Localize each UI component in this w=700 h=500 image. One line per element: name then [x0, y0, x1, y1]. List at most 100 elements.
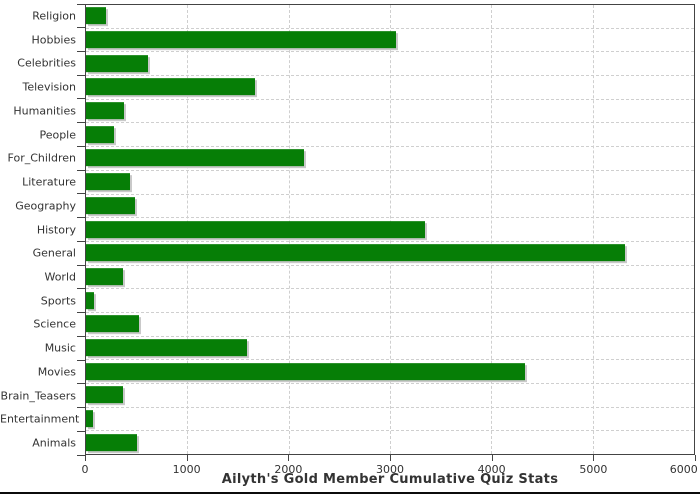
y-axis-tick	[77, 407, 85, 409]
x-axis-tick	[695, 455, 696, 461]
y-axis-label: Humanities	[13, 104, 76, 118]
y-axis-label: Sports	[40, 294, 76, 308]
x-axis-tick-label: 6000	[669, 463, 698, 476]
y-axis-tick	[77, 122, 85, 124]
y-axis-label: Music	[44, 341, 76, 355]
bar-world	[86, 268, 123, 286]
chart-row	[86, 171, 694, 195]
chart-row	[86, 195, 694, 219]
bar-general	[86, 244, 625, 262]
y-axis-labels: Religion Hobbies Celebrities Television Huma…	[0, 4, 80, 455]
bar-brain_teasers	[86, 386, 123, 404]
x-axis-tick-label: 5000	[579, 463, 608, 476]
bar-humanities	[86, 102, 124, 120]
x-axis-tick	[491, 455, 493, 461]
chart-row	[86, 360, 694, 384]
y-axis-label: World	[44, 270, 76, 284]
x-axis-tick	[593, 455, 595, 461]
y-axis-label: Science	[33, 317, 76, 331]
y-axis-tick	[77, 240, 85, 242]
x-axis-tick-label: 1000	[172, 463, 201, 476]
y-axis-tick	[77, 169, 85, 171]
x-axis-tick-label: 3000	[376, 463, 404, 476]
y-axis-tick	[77, 359, 85, 361]
y-axis-tick	[77, 98, 85, 100]
x-axis-tick-label: 2000	[274, 463, 303, 476]
chart-row	[86, 29, 694, 53]
chart-row	[86, 100, 694, 124]
y-axis-tick	[77, 50, 85, 52]
plot-area	[85, 4, 695, 455]
chart-row	[86, 337, 694, 361]
y-axis-label: History	[36, 223, 76, 236]
plot-rows	[86, 5, 694, 454]
chart-row	[86, 408, 694, 432]
chart-row	[86, 431, 694, 454]
y-axis-tick	[77, 335, 85, 337]
bar-celebrities	[86, 54, 149, 72]
y-axis-label: People	[39, 128, 76, 142]
y-axis-label: Celebrities	[17, 56, 76, 70]
y-axis-label: Hobbies	[31, 33, 76, 47]
y-axis-label: Movies	[37, 365, 76, 379]
bar-hobbies	[86, 31, 396, 49]
bar-people	[86, 125, 114, 143]
y-axis-label: Entertainment	[0, 412, 80, 426]
chart-row	[86, 218, 694, 242]
chart-row	[86, 52, 694, 77]
y-axis-label: Literature	[22, 175, 76, 189]
bar-geography	[86, 197, 136, 215]
bar-entertainment	[86, 410, 94, 428]
y-axis-tick	[77, 312, 85, 314]
chart-row	[86, 384, 694, 408]
y-axis-label: For_Children	[7, 151, 76, 165]
bar-for_children	[86, 149, 305, 167]
y-axis-label: Brain_Teasers	[0, 389, 76, 403]
bar-music	[86, 339, 247, 357]
chart-row	[86, 289, 694, 313]
y-axis-tick	[77, 3, 85, 5]
y-axis-tick	[77, 454, 85, 456]
bar-sports	[86, 291, 95, 309]
y-axis-tick	[77, 217, 85, 219]
y-axis-tick	[77, 430, 85, 432]
y-axis-ticks	[77, 3, 85, 456]
chart-title: Ailyth's Gold Member Cumulative Quiz Sta…	[221, 472, 559, 487]
bar-animals	[86, 433, 138, 451]
y-axis-tick	[77, 383, 85, 385]
x-axis-tick	[186, 455, 188, 461]
y-axis-tick	[77, 27, 85, 29]
y-axis-label: Animals	[32, 436, 76, 450]
x-axis-tick-label: 0	[81, 463, 89, 476]
y-axis-tick	[77, 193, 85, 195]
y-axis-label: Geography	[15, 199, 76, 213]
chart-row	[86, 76, 694, 100]
vertical-gridline	[491, 5, 493, 454]
y-axis-label: Television	[22, 80, 77, 94]
chart-row	[86, 123, 694, 148]
bar-literature	[86, 173, 131, 191]
y-axis-tick	[77, 145, 85, 147]
chart-row	[86, 147, 694, 171]
x-axis-tick-label: 4000	[477, 463, 506, 476]
bar-movies	[86, 362, 526, 380]
bar-television	[86, 78, 255, 96]
bar-religion	[86, 7, 107, 25]
y-axis-tick	[77, 264, 85, 266]
y-axis-tick	[77, 74, 85, 76]
x-axis-tick	[288, 455, 290, 461]
y-axis-label: Religion	[32, 9, 76, 23]
y-axis-tick	[77, 288, 85, 290]
chart-row	[86, 313, 694, 337]
x-axis-tick	[390, 455, 391, 461]
chart-row	[86, 5, 694, 29]
x-axis-tick	[85, 455, 86, 461]
bar-history	[86, 220, 425, 238]
y-axis-label: General	[32, 246, 76, 260]
bottom-divider	[0, 492, 700, 494]
chart-row	[86, 242, 694, 266]
x-axis: 0 1000 2000 3000 4000 5000 6000	[81, 455, 698, 491]
vertical-gridline	[592, 5, 594, 454]
chart-row	[86, 266, 694, 290]
